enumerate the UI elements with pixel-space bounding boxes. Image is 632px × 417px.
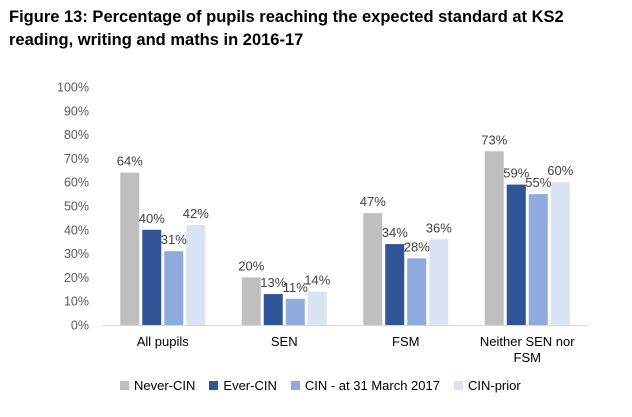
y-tick-label: 50% [64,200,89,214]
bar [164,251,184,325]
bar [263,294,283,325]
y-tick-label: 20% [64,271,89,285]
data-label: 40% [139,211,165,226]
bar [506,184,526,325]
y-tick-label: 10% [64,295,89,309]
data-label: 34% [382,225,408,240]
data-label: 36% [426,220,452,235]
data-label: 73% [481,132,507,147]
x-tick-label: All pupils [137,334,190,349]
bar [550,182,570,325]
bar [241,277,261,325]
y-tick-label: 90% [64,104,89,118]
x-tick-label: Neither SEN nor FSM [480,334,575,365]
y-tick-label: 40% [64,223,89,237]
legend-item: CIN - at 31 March 2017 [290,378,440,393]
legend-swatch [290,381,300,390]
legend-label: Never-CIN [134,378,196,393]
legend-swatch [209,381,219,390]
y-axis: 0% 10% 20% 30% 40% 50% 60% 70% 80% 90% 100% [57,81,588,333]
data-label: 59% [503,166,529,181]
bar [186,225,206,325]
legend-label: Ever-CIN [223,378,277,393]
data-labels: 64% 40% 31% 42% 20% 13%11%14% 47% 34%28% 36% 73% 5… [117,132,574,295]
data-label: 28% [404,239,430,254]
data-label: 60% [547,163,573,178]
bar [528,194,548,325]
bar [142,229,162,325]
y-tick-label: 70% [64,152,89,166]
x-tick-label: FSM [392,334,419,349]
data-label: 14% [304,273,330,288]
x-tick-label: SEN [271,334,298,349]
bar [285,298,305,325]
bars [120,151,570,325]
bar [429,239,449,325]
legend: Never-CIN Ever-CIN CIN - at 31 March 2017 C… [120,378,521,393]
data-label: 11% [283,280,308,295]
bar [407,258,427,325]
y-tick-label: 30% [64,247,89,261]
data-label: 31% [161,232,187,247]
bar [363,213,383,325]
data-label: 13% [260,275,286,290]
legend-swatch [453,381,463,390]
y-tick-label: 100% [57,81,89,95]
legend-label: CIN - at 31 March 2017 [304,378,440,393]
legend-label: CIN-prior [467,378,521,393]
data-label: 64% [117,154,143,169]
y-tick-label: 60% [64,176,89,190]
legend-item: Never-CIN [120,378,195,393]
bar [484,151,504,325]
y-tick-label: 0% [71,319,89,333]
data-label: 55% [525,175,551,190]
y-tick-label: 80% [64,128,89,142]
chart-title: Figure 13: Percentage of pupils reaching… [9,8,564,49]
bar [385,244,405,325]
data-label: 42% [183,206,209,221]
data-label: 47% [360,194,386,209]
x-axis: All pupils SEN FSM Neither SEN nor FSM [137,334,576,365]
data-label: 20% [238,258,264,273]
legend-swatch [120,381,129,390]
legend-item: Ever-CIN [209,378,277,393]
legend-item: CIN-prior [453,378,521,393]
bar [120,172,140,325]
bar [307,291,327,325]
